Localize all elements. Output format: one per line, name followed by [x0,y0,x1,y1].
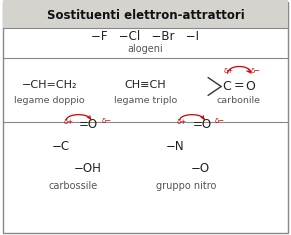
Text: −C: −C [52,140,70,153]
Text: carbossile: carbossile [48,181,97,191]
Text: CH≡CH: CH≡CH [125,80,166,90]
Text: δ+: δ+ [177,119,187,125]
Text: δ−: δ− [250,68,260,74]
Text: δ+: δ+ [63,119,73,125]
Text: gruppo nitro: gruppo nitro [156,181,217,191]
Text: −N: −N [165,140,184,153]
Text: O: O [245,80,255,93]
Text: =: = [233,79,244,92]
Text: δ−: δ− [101,118,111,124]
Text: −F   −Cl   −Br   −I: −F −Cl −Br −I [91,30,200,43]
Text: −CH=CH₂: −CH=CH₂ [22,80,77,90]
Text: alogeni: alogeni [128,44,163,54]
Text: C: C [223,80,231,93]
Text: =O: =O [193,118,212,131]
Text: δ+: δ+ [223,68,233,74]
Text: legame triplo: legame triplo [114,96,177,105]
Text: Sostituenti elettron-attrattori: Sostituenti elettron-attrattori [47,9,244,22]
Text: δ−: δ− [215,118,225,124]
Text: −O: −O [191,161,210,175]
Text: −OH: −OH [73,161,101,175]
Text: =O: =O [79,118,98,131]
Text: legame doppio: legame doppio [14,96,85,105]
Bar [3,0,288,28]
Text: carbonile: carbonile [217,96,261,105]
